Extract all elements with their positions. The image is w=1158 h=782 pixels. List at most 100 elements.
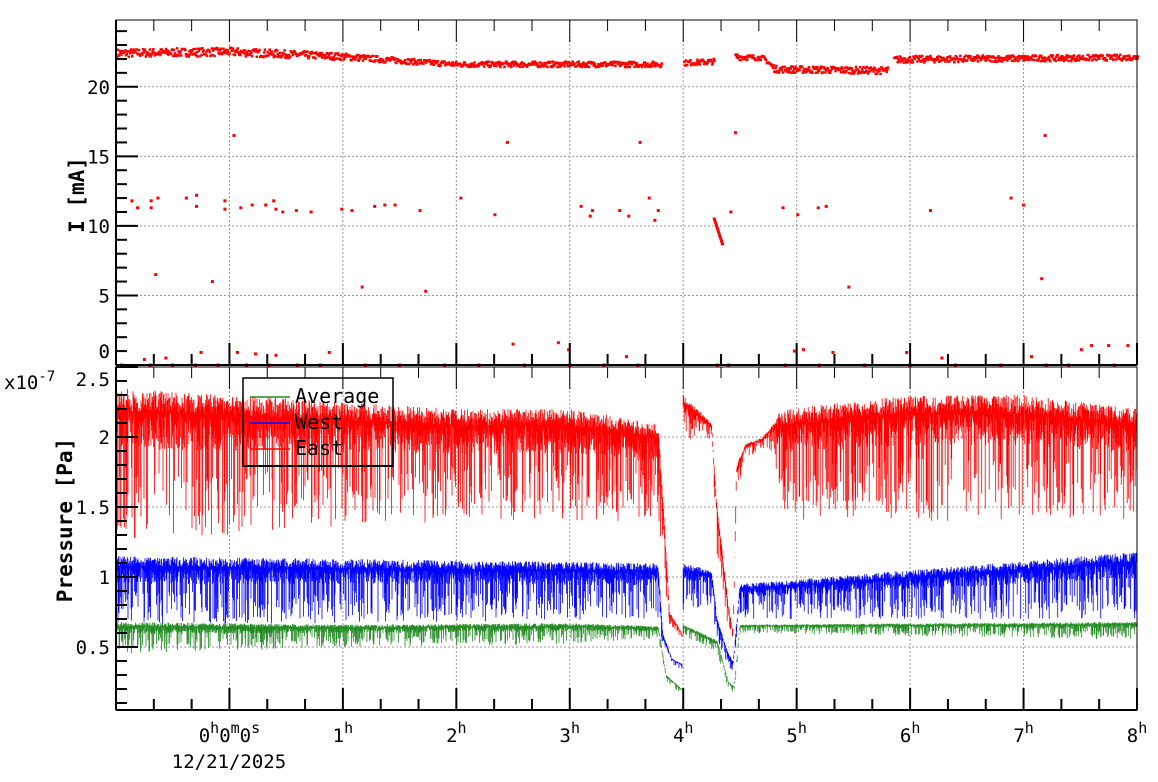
current-point: [274, 353, 278, 357]
current-point: [905, 350, 909, 354]
current-point: [627, 214, 631, 218]
current-point: [1009, 196, 1013, 200]
current-point: [831, 350, 835, 354]
current-band-markers: [116, 46, 1140, 76]
current-point: [729, 210, 733, 214]
current-point: [590, 209, 594, 213]
current-point: [239, 206, 243, 210]
current-point: [940, 356, 944, 360]
current-point: [511, 342, 515, 346]
current-point: [418, 209, 422, 213]
current-point: [1043, 133, 1047, 137]
current-point: [824, 204, 828, 208]
current-point: [130, 199, 134, 203]
current-point: [294, 209, 298, 213]
x-tick-label: 5h: [786, 719, 806, 747]
current-point: [929, 209, 933, 213]
current-point: [195, 204, 199, 208]
current-point: [1022, 203, 1026, 207]
current-point: [792, 349, 796, 353]
y-tick-label: 0.5: [76, 637, 110, 659]
current-point: [281, 210, 285, 214]
current-point: [184, 196, 188, 200]
current-point: [1126, 344, 1130, 348]
current-point: [360, 285, 364, 289]
current-point: [164, 356, 168, 360]
current-point: [350, 209, 354, 213]
current-point: [556, 341, 560, 345]
current-point: [847, 285, 851, 289]
x-tick-label: 1h: [333, 719, 353, 747]
x-tick-label: 7h: [1013, 719, 1033, 747]
y-tick-label: 20: [87, 77, 110, 99]
current-point: [149, 199, 153, 203]
current-point: [154, 273, 158, 277]
current-point: [223, 199, 227, 203]
current-point: [149, 206, 153, 210]
current-point: [373, 204, 377, 208]
series-west: [115, 552, 1138, 670]
current-point: [1029, 355, 1033, 359]
series-average: [115, 621, 1138, 692]
current-point: [579, 204, 583, 208]
y-tick-label: 2.5: [76, 369, 110, 391]
pressure-y-axis-label: Pressure [Pa]: [53, 438, 77, 602]
current-point: [199, 350, 203, 354]
legend-label-average: Average: [295, 384, 379, 408]
current-point: [235, 350, 239, 354]
pressure-panel: 0.5 1 1.5 2 2.5: [76, 366, 1138, 711]
current-point: [618, 209, 622, 213]
current-point: [505, 140, 509, 144]
current-point: [309, 210, 313, 214]
plot-frame: [115, 19, 1138, 366]
y-tick-label: 0: [99, 341, 110, 363]
current-point: [653, 218, 657, 222]
current-point: [250, 203, 254, 207]
current-point: [801, 348, 805, 352]
current-y-axis-label: I [mA]: [65, 157, 89, 233]
x-tick-label: 6h: [900, 719, 920, 747]
current-point: [340, 207, 344, 211]
y-tick-label: 5: [99, 285, 110, 307]
series-east: [115, 389, 1138, 637]
x-tick-label: 2h: [446, 719, 466, 747]
current-point: [327, 350, 331, 354]
current-point: [638, 140, 642, 144]
x-tick-label: 4h: [673, 719, 693, 747]
current-point: [136, 206, 140, 210]
exponent-label: x10-7: [4, 369, 55, 394]
current-point: [274, 207, 278, 211]
current-point: [195, 193, 199, 197]
x-tick-label: 3h: [560, 719, 580, 747]
current-point: [493, 213, 497, 217]
y-tick-label: 2: [99, 427, 110, 449]
legend-label-east: East: [295, 436, 343, 460]
y-tick-label: 10: [87, 216, 110, 238]
current-point: [142, 357, 146, 361]
x-axis-date: 12/21/2025: [172, 751, 286, 773]
current-point: [1040, 277, 1044, 281]
current-point: [383, 203, 387, 207]
current-drop-trace: [712, 217, 725, 246]
x-tick-label: 0h0m0s: [199, 719, 260, 747]
current-point: [625, 355, 628, 359]
current-point: [567, 348, 571, 352]
current-point: [223, 207, 227, 211]
current-point: [156, 196, 160, 200]
current-point: [254, 352, 258, 356]
current-point: [459, 196, 463, 200]
current-point: [264, 203, 268, 207]
current-point: [781, 206, 785, 210]
legend-label-west: West: [295, 410, 343, 434]
current-point: [796, 213, 800, 217]
y-tick-label: 1: [99, 567, 110, 589]
current-point: [393, 203, 397, 207]
current-point: [733, 131, 737, 135]
current-point: [816, 206, 820, 210]
current-panel: 0 5 10 15 20: [87, 19, 1140, 367]
current-point: [647, 196, 651, 200]
current-point: [272, 199, 276, 203]
y-tick-label: 15: [87, 146, 110, 168]
